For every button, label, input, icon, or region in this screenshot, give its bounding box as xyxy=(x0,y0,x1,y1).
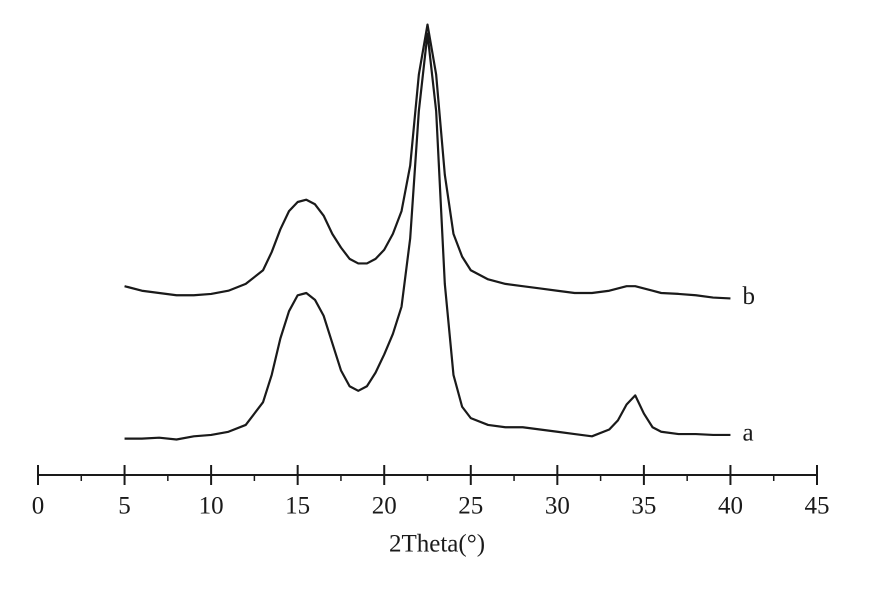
x-tick-label: 30 xyxy=(545,493,570,520)
x-tick-label: 10 xyxy=(199,493,224,520)
data-line xyxy=(124,32,731,441)
x-tick-label: 25 xyxy=(458,493,483,520)
x-tick-label: 15 xyxy=(285,493,310,520)
x-tick-label: 45 xyxy=(805,493,830,520)
series-label: b xyxy=(742,283,755,310)
series-label: a xyxy=(742,420,753,447)
x-tick-label: 20 xyxy=(372,493,397,520)
x-tick-label: 0 xyxy=(32,493,45,520)
x-tick-label: 5 xyxy=(118,493,131,520)
x-axis-label: 2Theta(°) xyxy=(389,531,485,558)
data-line xyxy=(124,23,731,300)
x-tick-label: 35 xyxy=(631,493,656,520)
x-tick-label: 40 xyxy=(718,493,743,520)
